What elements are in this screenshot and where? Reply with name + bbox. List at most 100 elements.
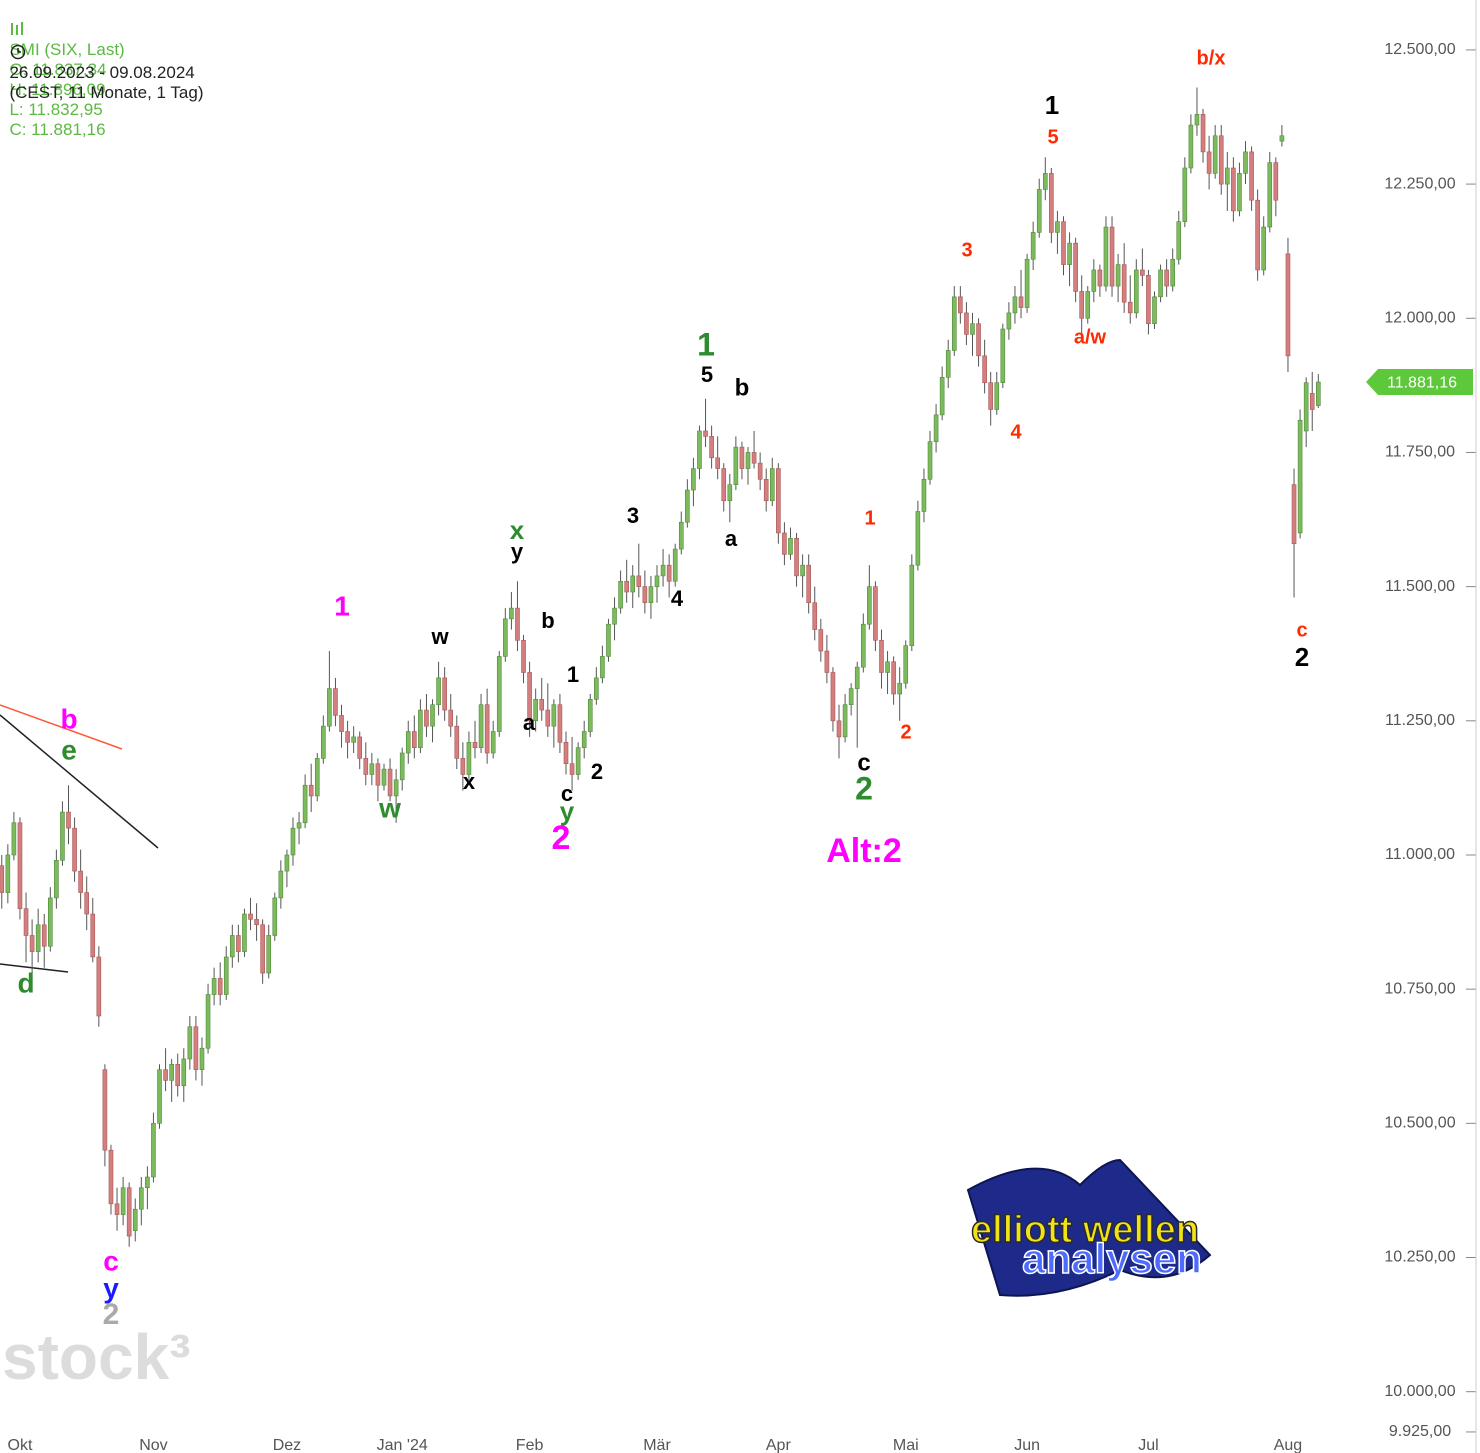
candle-body — [1140, 269, 1145, 276]
y-tick-label: 11.000,00 — [1385, 846, 1455, 863]
candle-body — [369, 763, 375, 775]
candle-body — [399, 752, 405, 781]
candle-body — [1000, 328, 1006, 383]
candle-body — [284, 854, 290, 872]
candle-body — [1231, 167, 1236, 212]
candle-body — [715, 457, 720, 469]
candles — [0, 87, 1321, 1247]
candle-body — [1146, 275, 1151, 324]
candle-body — [1012, 296, 1018, 314]
candle-body — [1109, 226, 1115, 287]
candle-body — [424, 709, 429, 727]
candle-body — [782, 532, 787, 555]
candle-body — [205, 994, 211, 1049]
candle-body — [769, 468, 775, 502]
y-tick-label: 9.925,00 — [1389, 1423, 1451, 1440]
candle-body — [90, 913, 96, 958]
candle-body — [915, 511, 921, 566]
candle-body — [193, 1026, 199, 1070]
candle-body — [248, 913, 253, 920]
high: H: 11.896,09 — [9, 80, 106, 99]
candle-body — [272, 897, 278, 936]
candle-body — [806, 564, 811, 604]
low: L: 11.832,95 — [9, 100, 103, 119]
candle-body — [1243, 151, 1248, 174]
candle-body — [1170, 258, 1175, 287]
wave-label: 2 — [900, 721, 911, 743]
y-tick-label: 10.750,00 — [1384, 980, 1455, 997]
candle-body — [533, 699, 538, 722]
wave-label: c — [561, 781, 573, 806]
candle-body — [794, 538, 799, 577]
wave-label: x — [463, 769, 476, 794]
candle-body — [187, 1026, 193, 1060]
date-range: 26.09.2023 - 09.08.2024 — [9, 63, 195, 82]
candle-body — [41, 924, 47, 947]
candle-body — [211, 978, 217, 995]
candle-body — [739, 446, 745, 469]
y-tick-label: 10.500,00 — [1384, 1115, 1455, 1132]
wave-label: y — [103, 1272, 119, 1303]
candle-body — [1079, 291, 1084, 319]
candle-body — [1218, 135, 1224, 185]
wave-label: 2 — [1295, 642, 1309, 672]
wave-label: c — [1296, 619, 1307, 641]
candle-body — [891, 661, 896, 695]
candle-body — [132, 1208, 138, 1231]
candle-body — [114, 1203, 120, 1215]
candle-body — [157, 1069, 162, 1124]
wave-label: x — [510, 515, 525, 545]
candle-body — [672, 548, 678, 582]
last-price-label: 11.881,16 — [1387, 374, 1457, 391]
wave-label: 2 — [103, 1298, 120, 1331]
candle-body — [478, 704, 484, 748]
candle-body — [1091, 269, 1097, 292]
wave-label: 1 — [334, 590, 350, 621]
candle-body — [169, 1064, 174, 1081]
x-tick-label: Nov — [139, 1437, 167, 1453]
candle-body — [1249, 151, 1254, 201]
candle-body — [703, 430, 708, 437]
wave-label: b — [60, 703, 77, 734]
logo-flag — [966, 1158, 1212, 1297]
candle-body — [126, 1187, 132, 1237]
candle-body — [1279, 135, 1285, 142]
candle-body — [60, 811, 65, 861]
candle-body — [442, 677, 447, 711]
candle-body — [1067, 242, 1072, 265]
candle-body — [618, 580, 623, 609]
wave-label: a/w — [1074, 326, 1107, 348]
header-line: 26.09.2023 - 09.08.2024 (CEST, 11 Monate… — [0, 23, 203, 103]
candle-body — [466, 741, 472, 775]
wave-label: 1 — [864, 507, 875, 529]
candle-body — [812, 602, 818, 630]
y-tick-label: 10.000,00 — [1384, 1383, 1455, 1400]
wave-label: 1 — [1045, 90, 1059, 120]
candle-body — [709, 436, 714, 459]
candle-body — [964, 312, 969, 335]
candle-body — [260, 924, 265, 974]
candle-body — [594, 677, 599, 700]
candle-body — [1225, 167, 1230, 185]
wave-label: 2 — [552, 819, 571, 857]
candle-body — [230, 935, 235, 958]
candle-body — [48, 897, 53, 947]
candle-body — [527, 672, 532, 722]
candle-body — [563, 741, 569, 765]
logo: elliott wellen analysen — [966, 1158, 1212, 1297]
candle-body — [321, 725, 326, 759]
wave-label: 3 — [627, 503, 639, 528]
candle-body — [776, 468, 781, 534]
candle-body — [199, 1047, 205, 1070]
candle-body — [490, 731, 496, 754]
candle-body — [278, 870, 284, 899]
wave-label: a — [725, 526, 738, 551]
candle-body — [1176, 221, 1182, 260]
wave-label: 1 — [567, 662, 579, 687]
candle-body — [1316, 381, 1321, 406]
candle-body — [1273, 162, 1279, 201]
candle-body — [727, 484, 733, 502]
candle-body — [509, 607, 514, 620]
candle-body — [1097, 269, 1103, 287]
candle-body — [345, 731, 350, 743]
